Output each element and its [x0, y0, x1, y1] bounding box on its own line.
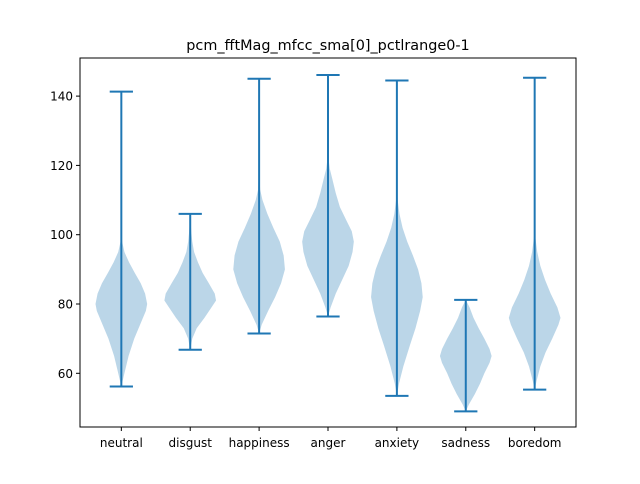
x-tick-label: anger: [311, 436, 346, 450]
violin-anger: [302, 73, 354, 318]
x-tick-label: disgust: [169, 436, 213, 450]
x-tick-label: happiness: [229, 436, 290, 450]
violin-happiness: [233, 77, 285, 335]
x-tick-label: boredom: [508, 436, 562, 450]
x-tick-label: neutral: [100, 436, 143, 450]
violin-boredom: [508, 76, 561, 391]
y-tick-label: 60: [58, 367, 73, 381]
x-tick-label: anxiety: [375, 436, 420, 450]
violin-neutral: [95, 90, 148, 388]
x-tick-label: sadness: [441, 436, 490, 450]
chart-title: pcm_fftMag_mfcc_sma[0]_pctlrange0-1: [186, 38, 469, 54]
violins-layer: [95, 73, 561, 413]
y-tick-label: 80: [58, 298, 73, 312]
violin-anxiety: [371, 79, 423, 397]
y-tick-label: 140: [50, 90, 73, 104]
axes-layer: 60 80 100 120 140 neutral disgust happiness ange…: [50, 57, 577, 450]
violin-disgust: [164, 212, 217, 351]
violin-sadness: [439, 298, 492, 413]
y-tick-label: 120: [50, 159, 73, 173]
y-tick-label: 100: [50, 228, 73, 242]
